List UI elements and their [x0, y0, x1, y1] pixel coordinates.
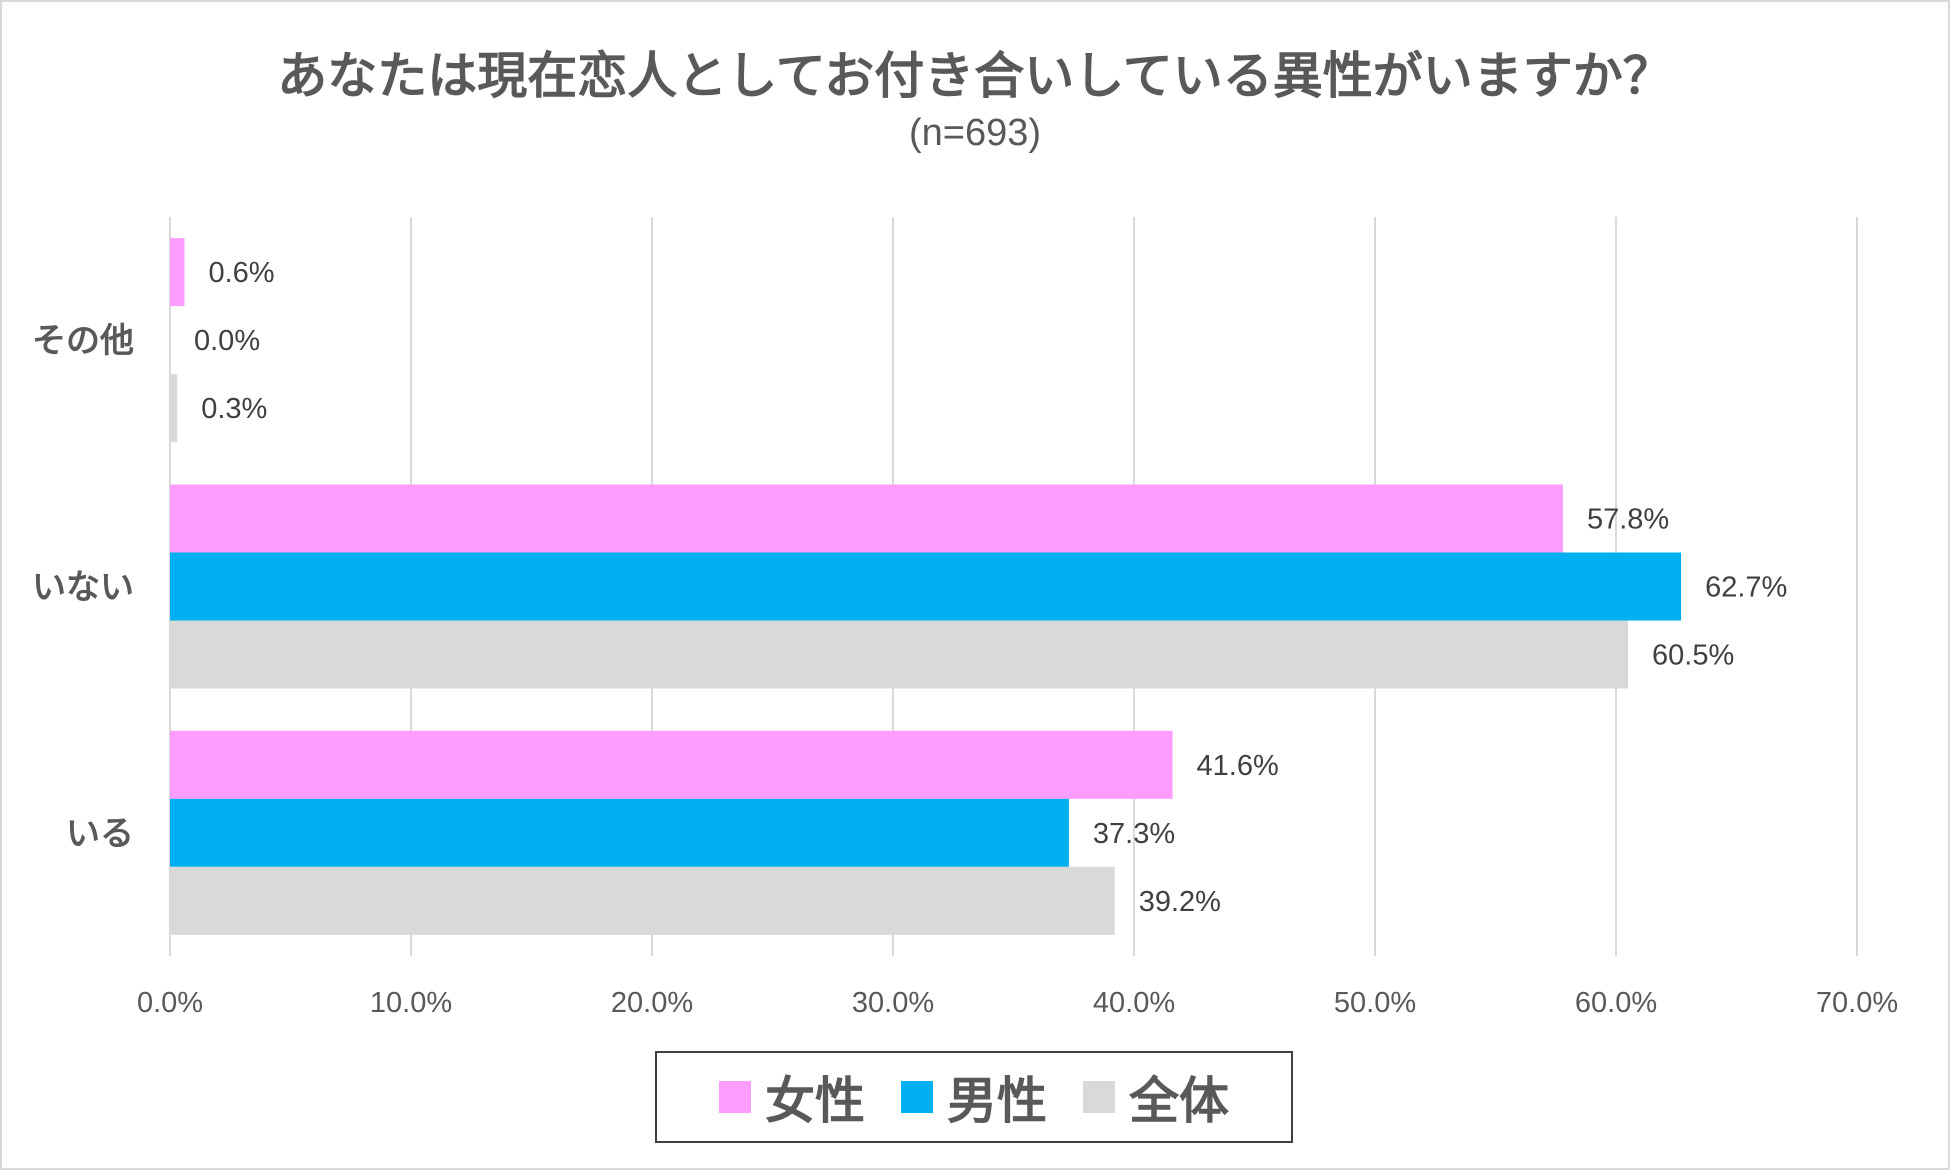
x-tick-label-2: 20.0%: [611, 987, 693, 1019]
legend-label-0: 女性: [765, 1072, 865, 1130]
data-label-0-0: 0.6%: [208, 257, 274, 289]
bar-2-2: [170, 866, 1115, 935]
legend-item-1: 男性: [901, 1061, 1047, 1133]
x-tick-label-0: 0.0%: [137, 987, 203, 1019]
bar-2-0: [170, 730, 1173, 799]
data-labels: 0.6% 0.0% 0.3% 57.8% 62.7% 60.5% 41.6% 37.3% 39.…: [194, 257, 1787, 918]
data-label-1-1: 62.7%: [1705, 572, 1787, 604]
legend-label-2: 全体: [1129, 1072, 1229, 1130]
category-label-1: いない: [32, 568, 134, 608]
category-label-0: その他: [32, 321, 134, 361]
data-label-2-0: 41.6%: [1197, 750, 1279, 782]
legend-item-0: 女性: [719, 1061, 865, 1133]
legend-swatch-2: [1083, 1081, 1115, 1113]
bar-1-1: [170, 552, 1682, 621]
bar-0-0: [170, 238, 185, 307]
legend-swatch-1: [901, 1081, 933, 1113]
data-label-2-2: 39.2%: [1139, 886, 1221, 918]
data-label-1-0: 57.8%: [1587, 504, 1669, 536]
bar-1-2: [170, 620, 1629, 689]
data-label-1-2: 60.5%: [1652, 640, 1734, 672]
x-tick-label-7: 70.0%: [1816, 987, 1898, 1019]
bar-0-2: [170, 374, 178, 443]
x-tick-label-1: 10.0%: [370, 987, 452, 1019]
x-tick-label-5: 50.0%: [1334, 987, 1416, 1019]
x-tick-label-6: 60.0%: [1575, 987, 1657, 1019]
data-label-2-1: 37.3%: [1093, 818, 1175, 850]
chart-subtitle: (n=693): [908, 112, 1042, 154]
data-label-0-1: 0.0%: [194, 325, 260, 357]
bar-2-1: [170, 798, 1069, 867]
chart-title: あなたは現在恋人としてお付き合いしている異性がいますか？: [277, 47, 1673, 105]
x-tick-label-4: 40.0%: [1093, 987, 1175, 1019]
legend-label-1: 男性: [947, 1072, 1047, 1130]
x-tick-label-3: 30.0%: [852, 987, 934, 1019]
bar-chart: 0.6% 0.0% 0.3% 57.8% 62.7% 60.5% 41.6% 37.3% 39.…: [32, 217, 1898, 1019]
bars: [170, 238, 1682, 935]
legend-swatch-0: [719, 1081, 751, 1113]
data-label-0-2: 0.3%: [201, 393, 267, 425]
legend-item-2: 全体: [1083, 1061, 1229, 1133]
category-label-2: いる: [66, 814, 134, 854]
legend: 女性 男性 全体: [655, 1051, 1293, 1143]
bar-1-0: [170, 484, 1563, 553]
tick-labels: 0.0% 10.0% 20.0% 30.0% 40.0% 50.0% 60.0% 70.0%: [137, 987, 1898, 1019]
